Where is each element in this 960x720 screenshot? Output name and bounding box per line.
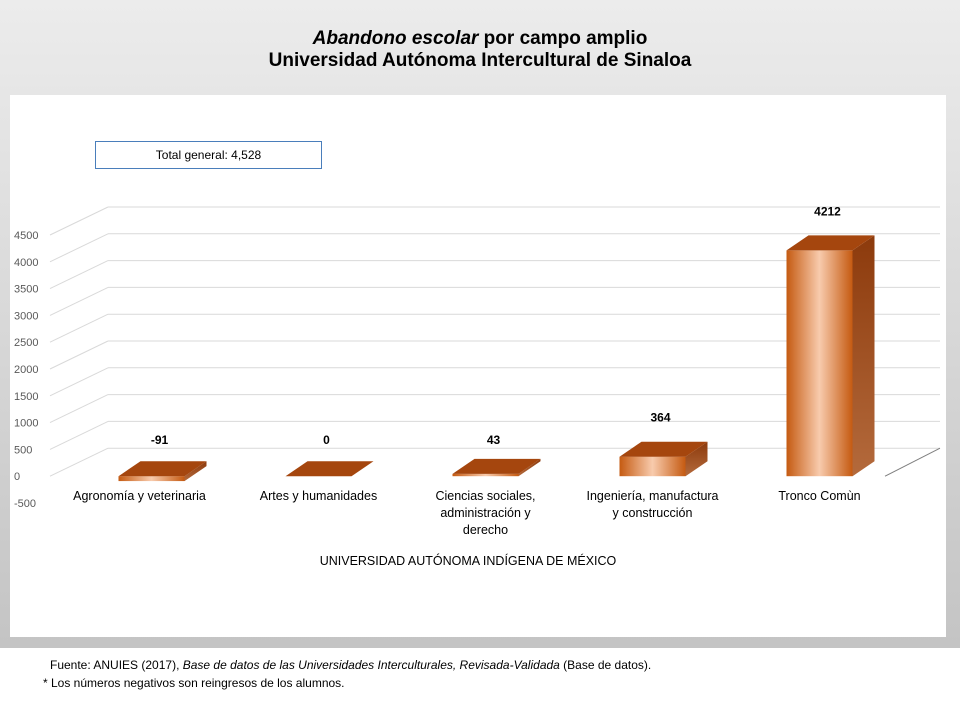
y-tick-label: -500 <box>14 498 36 510</box>
bar-side <box>852 235 875 477</box>
y-tick-label: 4500 <box>14 230 38 242</box>
category-label: Ingeniería, manufactura <box>586 489 718 503</box>
y-tick-label: 3500 <box>14 284 38 296</box>
bar-top <box>786 235 875 251</box>
floor-edge <box>884 447 941 477</box>
y-tick-label: 0 <box>14 471 20 483</box>
data-label: 0 <box>323 433 330 447</box>
category-label: Tronco Comùn <box>778 489 860 503</box>
category-label: y construcción <box>613 506 693 520</box>
total-general-box: Total general: 4,528 <box>95 141 322 169</box>
category-label: Ciencias sociales, <box>435 489 535 503</box>
category-label: Artes y humanidades <box>260 489 377 503</box>
bar-front <box>786 250 853 477</box>
bar-top <box>452 458 541 474</box>
y-tick-label: 2000 <box>14 364 38 376</box>
y-tick-label: 3000 <box>14 310 38 322</box>
bar-side <box>685 441 708 477</box>
bar-top <box>285 461 374 477</box>
gridline-depth <box>49 340 109 370</box>
data-label: 364 <box>650 411 670 425</box>
y-tick-label: 500 <box>14 444 32 456</box>
gridline-depth <box>49 233 109 263</box>
category-label: derecho <box>463 523 508 537</box>
bar-top <box>619 441 708 457</box>
data-label: 43 <box>487 433 501 447</box>
category-label: administración y <box>440 506 531 520</box>
chart-title: Abandono escolar por campo amplio Univer… <box>0 28 960 72</box>
y-tick-label: 1000 <box>14 418 38 430</box>
gridline-depth <box>49 286 109 316</box>
y-tick-label: 4000 <box>14 257 38 269</box>
category-label: Agronomía y veterinaria <box>73 489 206 503</box>
data-label: -91 <box>151 433 169 447</box>
x-axis-title: UNIVERSIDAD AUTÓNOMA INDÍGENA DE MÉXICO <box>320 553 617 568</box>
chart-subtitle: Universidad Autónoma Intercultural de Si… <box>268 50 692 71</box>
bar-front <box>619 456 686 477</box>
data-label: 4212 <box>814 204 841 218</box>
gridline-depth <box>49 420 109 450</box>
title-rest: por campo amplio <box>478 28 648 49</box>
bar-side <box>518 458 541 477</box>
y-tick-label: 2500 <box>14 337 38 349</box>
gridline-depth <box>49 447 109 477</box>
bar-side <box>184 461 207 482</box>
bar-top <box>118 461 207 477</box>
y-tick-label: 1500 <box>14 391 38 403</box>
source-note: Fuente: ANUIES (2017), Base de datos de … <box>50 658 652 672</box>
gridline-depth <box>49 260 109 290</box>
gridline-depth <box>49 367 109 397</box>
bar-front <box>452 473 519 477</box>
gridline-depth <box>49 313 109 343</box>
bar-front <box>118 476 185 482</box>
gridline-depth <box>49 394 109 424</box>
negative-note: * Los números negativos son reingresos d… <box>43 676 345 690</box>
gridline-depth <box>49 206 109 236</box>
title-italic: Abandono escolar <box>312 28 479 49</box>
